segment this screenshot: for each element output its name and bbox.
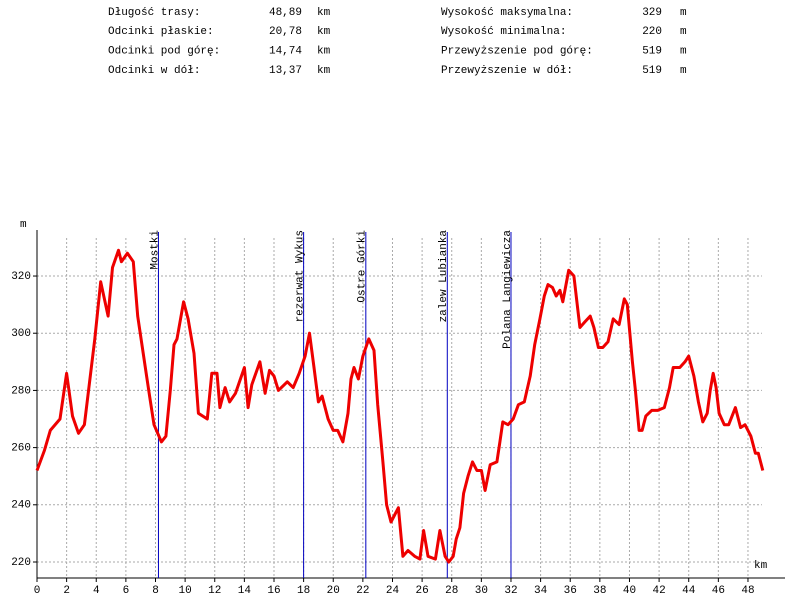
stat-label: Odcinki pod górę: <box>108 46 220 58</box>
y-tick-label: 280 <box>11 385 31 397</box>
x-tick-label: 18 <box>297 585 310 597</box>
stat-unit: km <box>317 46 331 58</box>
x-tick-label: 8 <box>152 585 159 597</box>
x-tick-label: 4 <box>93 585 100 597</box>
stat-label: Wysokość maksymalna: <box>441 7 573 19</box>
x-tick-label: 16 <box>267 585 280 597</box>
y-tick-label: 220 <box>11 557 31 569</box>
y-tick-label: 320 <box>11 271 31 283</box>
stat-unit: m <box>680 46 687 58</box>
stat-value: 519 <box>642 46 662 58</box>
waypoint-label: zalew Lubianka <box>438 230 450 323</box>
x-tick-label: 20 <box>327 585 340 597</box>
x-tick-label: 36 <box>564 585 577 597</box>
x-tick-label: 28 <box>445 585 458 597</box>
x-tick-label: 10 <box>179 585 192 597</box>
x-tick-label: 44 <box>682 585 696 597</box>
x-tick-label: 22 <box>356 585 369 597</box>
x-tick-label: 30 <box>475 585 488 597</box>
x-tick-label: 34 <box>534 585 548 597</box>
stat-value: 519 <box>642 65 662 77</box>
x-tick-label: 0 <box>34 585 41 597</box>
waypoint-label: Polana Langiewicza <box>502 230 514 349</box>
stat-label: Odcinki płaskie: <box>108 26 214 38</box>
stat-value: 220 <box>642 26 662 38</box>
stat-label: Przewyższenie w dół: <box>441 65 573 77</box>
stat-label: Przewyższenie pod górę: <box>441 46 593 58</box>
y-axis-label: m <box>20 219 27 231</box>
stat-label: Wysokość minimalna: <box>441 26 566 38</box>
x-tick-label: 2 <box>63 585 70 597</box>
stat-unit: m <box>680 65 687 77</box>
x-tick-label: 12 <box>208 585 221 597</box>
stat-unit: km <box>317 65 331 77</box>
x-tick-label: 48 <box>741 585 754 597</box>
stat-unit: m <box>680 7 687 19</box>
x-tick-label: 42 <box>652 585 665 597</box>
waypoint-label: rezerwat Wykus <box>295 230 307 322</box>
x-tick-label: 32 <box>504 585 517 597</box>
waypoint-label: Mostki <box>149 230 161 270</box>
stat-label: Długość trasy: <box>108 7 200 19</box>
x-tick-label: 6 <box>123 585 130 597</box>
stat-value: 20,78 <box>269 26 302 38</box>
x-axis-label: km <box>754 560 768 572</box>
stat-unit: m <box>680 26 687 38</box>
waypoint-label: Ostre Górki <box>357 230 369 303</box>
x-tick-label: 38 <box>593 585 606 597</box>
stat-unit: km <box>317 26 331 38</box>
x-tick-label: 24 <box>386 585 400 597</box>
stat-value: 48,89 <box>269 7 302 19</box>
stat-value: 329 <box>642 7 662 19</box>
stat-value: 14,74 <box>269 46 302 58</box>
elevation-line <box>35 248 765 564</box>
stat-unit: km <box>317 7 331 19</box>
stat-value: 13,37 <box>269 65 302 77</box>
x-tick-label: 40 <box>623 585 636 597</box>
x-tick-label: 26 <box>416 585 429 597</box>
y-tick-label: 260 <box>11 443 31 455</box>
x-tick-label: 14 <box>238 585 252 597</box>
x-tick-label: 46 <box>712 585 725 597</box>
stat-label: Odcinki w dół: <box>108 65 200 77</box>
y-tick-label: 300 <box>11 328 31 340</box>
y-tick-label: 240 <box>11 500 31 512</box>
